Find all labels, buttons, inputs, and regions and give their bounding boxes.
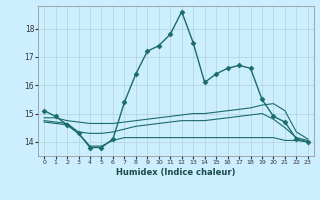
X-axis label: Humidex (Indice chaleur): Humidex (Indice chaleur) bbox=[116, 168, 236, 177]
